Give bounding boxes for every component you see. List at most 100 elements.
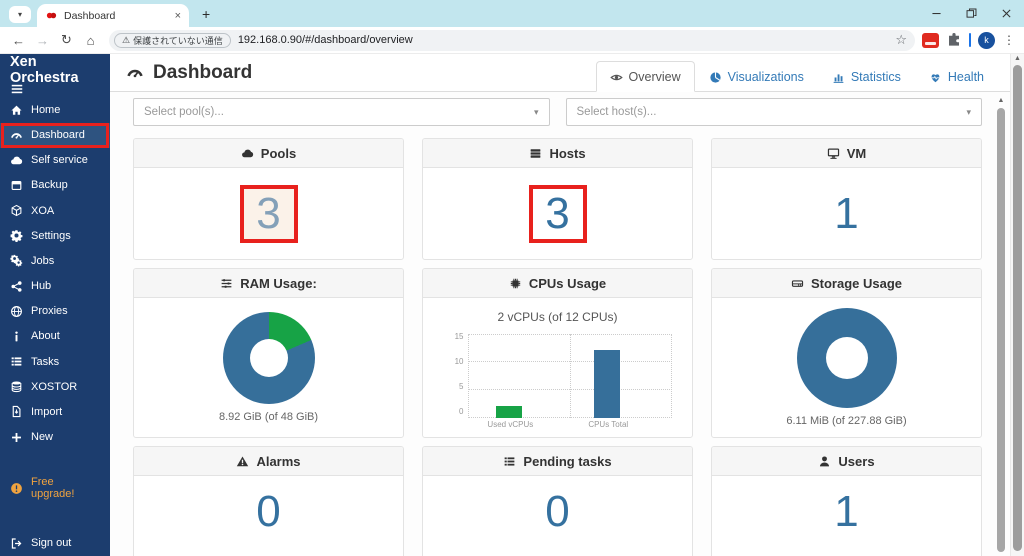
- sidebar-item-home[interactable]: Home: [0, 97, 110, 122]
- page-tabs: Overview Visualizations Statistics Healt…: [595, 61, 998, 92]
- sidebar-item-about[interactable]: About: [0, 324, 110, 349]
- bookmark-star-icon[interactable]: ☆: [895, 32, 907, 47]
- browser-menu-button[interactable]: ⋮: [1003, 33, 1015, 47]
- pending-tasks-count: 0: [545, 487, 570, 536]
- storage-usage-card: Storage Usage 6.11 MiB (of 227.88 GiB): [711, 268, 982, 438]
- sidebar-item-hub[interactable]: Hub: [0, 274, 110, 299]
- gear-icon: [10, 229, 23, 242]
- url-text: 192.168.0.90/#/dashboard/overview: [237, 34, 413, 46]
- pending-tasks-card: Pending tasks 0: [422, 446, 693, 556]
- cpu-y-axis: 15 10 5 0: [454, 331, 464, 417]
- pie-chart-icon: [709, 71, 722, 84]
- ram-card-title: RAM Usage:: [240, 275, 317, 291]
- window-scrollbar-thumb[interactable]: [1013, 65, 1022, 551]
- hamburger-icon: [10, 82, 24, 96]
- sidebar-item-import[interactable]: Import: [0, 399, 110, 424]
- sidebar-item-xostor[interactable]: XOSTOR: [0, 374, 110, 399]
- page-title: Dashboard: [126, 62, 252, 84]
- browser-tab[interactable]: Dashboard ×: [37, 4, 189, 27]
- scroll-up-icon[interactable]: ▲: [997, 97, 1005, 104]
- hosts-count: 3: [545, 188, 570, 238]
- reload-button[interactable]: ↻: [61, 32, 72, 47]
- window-scrollbar[interactable]: ▲: [1010, 54, 1024, 556]
- content-scrollbar[interactable]: ▲: [996, 96, 1006, 556]
- globe-icon: [10, 305, 23, 318]
- sidebar-item-new[interactable]: New: [0, 424, 110, 449]
- storage-usage-label: 6.11 MiB (of 227.88 GiB): [786, 415, 907, 427]
- heartbeat-icon: [929, 71, 942, 84]
- dashboard-content: Select pool(s)... ▾ Select host(s)... ▾ …: [110, 92, 1024, 556]
- ram-usage-label: 8.92 GiB (of 48 GiB): [218, 411, 319, 423]
- vm-card: VM 1: [711, 138, 982, 260]
- tab-overview[interactable]: Overview: [595, 61, 695, 92]
- window-restore-button[interactable]: [954, 0, 989, 27]
- host-select[interactable]: Select host(s)... ▾: [565, 98, 982, 126]
- browser-tab-title: Dashboard: [64, 9, 116, 22]
- warning-icon: ⚠: [122, 34, 131, 45]
- gears-icon: [10, 254, 23, 267]
- pools-card: Pools 3: [133, 138, 404, 260]
- cpus-usage-card: CPUs Usage 2 vCPUs (of 12 CPUs) 15 10 5 …: [422, 268, 693, 438]
- sidebar-item-sign-out[interactable]: Sign out: [0, 531, 110, 556]
- desktop-icon: [827, 147, 840, 160]
- server-icon: [529, 147, 542, 160]
- sidebar-item-proxies[interactable]: Proxies: [0, 299, 110, 324]
- home-icon: [10, 104, 23, 117]
- window-close-button[interactable]: [989, 0, 1024, 27]
- home-button[interactable]: ⌂: [86, 32, 95, 48]
- sidebar-toggle[interactable]: [0, 80, 110, 97]
- cpu-plot-area: [467, 333, 672, 418]
- cloud-icon: [10, 154, 23, 167]
- sidebar-item-tasks[interactable]: Tasks: [0, 349, 110, 374]
- extensions-puzzle-icon[interactable]: [946, 32, 962, 48]
- users-card: Users 1: [711, 446, 982, 556]
- pool-select-placeholder: Select pool(s)...: [144, 106, 224, 118]
- new-tab-button[interactable]: +: [202, 5, 211, 22]
- sign-out-icon: [10, 537, 23, 550]
- address-bar[interactable]: ⚠ 保護されていない通信 192.168.0.90/#/dashboard/ov…: [109, 29, 915, 51]
- sidebar-item-dashboard[interactable]: Dashboard: [0, 122, 110, 148]
- browser-toolbar: ← → ↻ ⌂ ⚠ 保護されていない通信 192.168.0.90/#/dash…: [0, 27, 1024, 54]
- tab-statistics[interactable]: Statistics: [818, 61, 915, 92]
- app-logo[interactable]: Xen Orchestra: [10, 54, 79, 86]
- tab-health[interactable]: Health: [915, 61, 998, 92]
- pool-select[interactable]: Select pool(s)... ▾: [133, 98, 550, 126]
- alarms-card: Alarms 0: [133, 446, 404, 556]
- sidebar-item-xoa[interactable]: XOA: [0, 198, 110, 223]
- annotation-box-pools: 3: [239, 184, 298, 243]
- sidebar-item-jobs[interactable]: Jobs: [0, 248, 110, 273]
- chevron-down-icon: ▾: [533, 106, 539, 117]
- bar-chart-icon: [832, 71, 845, 84]
- tab-close-icon[interactable]: ×: [174, 9, 181, 22]
- window-minimize-button[interactable]: [919, 0, 954, 27]
- hosts-card: Hosts 3: [422, 138, 693, 260]
- hosts-card-title: Hosts: [549, 145, 586, 161]
- sidebar: Xen Orchestra Home Dashboard Self servic…: [0, 54, 110, 556]
- sidebar-item-free-upgrade[interactable]: Free upgrade!: [0, 476, 110, 501]
- tachometer-icon: [10, 129, 23, 142]
- forward-button[interactable]: →: [36, 32, 49, 48]
- content-scrollbar-thumb[interactable]: [997, 108, 1005, 552]
- profile-avatar[interactable]: k: [978, 31, 995, 49]
- pools-count: 3: [256, 188, 281, 238]
- ram-donut: [222, 312, 315, 404]
- file-import-icon: [10, 405, 23, 418]
- back-button[interactable]: ←: [12, 32, 25, 48]
- page-header: Dashboard Overview Visualizations Statis…: [110, 54, 1024, 92]
- info-icon: [10, 330, 23, 343]
- window-controls: [919, 0, 1024, 27]
- sidebar-item-self-service[interactable]: Self service: [0, 148, 110, 173]
- security-badge[interactable]: ⚠ 保護されていない通信: [114, 32, 231, 48]
- sidebar-item-backup[interactable]: Backup: [0, 173, 110, 198]
- cloud-icon: [241, 147, 254, 160]
- scroll-up-icon[interactable]: ▲: [1014, 55, 1021, 62]
- adblock-extension-icon[interactable]: [922, 32, 939, 48]
- warning-triangle-icon: [236, 455, 249, 468]
- tab-search-button[interactable]: ▾: [9, 6, 31, 23]
- tab-visualizations[interactable]: Visualizations: [695, 61, 818, 92]
- vm-count: 1: [834, 188, 859, 238]
- database-icon: [10, 380, 23, 393]
- sidebar-item-settings[interactable]: Settings: [0, 223, 110, 248]
- card-grid: Pools 3 Hosts 3: [133, 138, 982, 556]
- tachometer-icon: [126, 64, 144, 82]
